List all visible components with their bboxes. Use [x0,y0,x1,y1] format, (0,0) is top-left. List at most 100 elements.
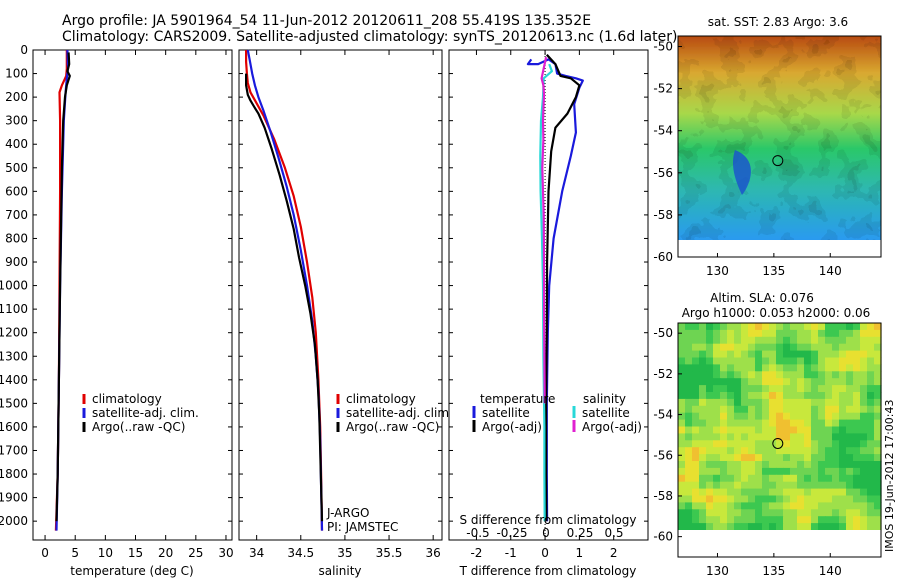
difference-top-tick-label: 0 [542,526,550,540]
sla-heat-cell [818,467,826,476]
sla-heat-cell [874,474,882,483]
salinity-xtick-label: 34.5 [287,546,314,560]
sla-heat-cell [804,516,812,524]
salinity-legend-sat: satellite-adj. clim. [346,406,453,420]
sla-heat-cell [797,385,805,393]
sla-heat-cell [741,336,749,345]
depth-tick-label: 1100 [0,302,28,316]
sla-heat-cell [867,323,875,331]
sla-heat-cell [832,467,840,476]
sla-heat-cell [699,419,707,428]
sla-heat-cell [678,447,686,455]
sla-heat-cell [706,398,714,407]
sla-heat-cell [699,488,707,497]
sla-heat-cell [692,488,700,497]
sla-heat-cell [853,516,861,524]
sla-heat-cell [692,447,700,455]
sla-heat-cell [783,412,791,421]
sla-map-xtick-label: 140 [819,564,842,578]
sla-heat-cell [860,364,868,372]
sla-heat-cell [811,481,819,490]
temperature-xtick-label: 30 [218,546,233,560]
sla-heat-cell [853,502,861,510]
sla-heat-cell [783,447,791,455]
sla-heat-cell [832,419,840,428]
depth-tick-label: 200 [5,90,28,104]
sla-heat-cell [755,433,763,441]
sla-heat-cell [692,440,700,448]
sla-heat-cell [755,426,763,434]
sla-heat-cell [685,474,693,483]
sla-heat-cell [846,467,854,476]
sla-heat-cell [748,378,756,386]
sla-heat-cell [706,516,714,524]
sla-heat-cell [853,392,861,400]
sla-heat-cell [790,426,798,434]
sla-heat-cell [874,323,882,331]
sla-heat-cell [846,392,854,400]
sla-heat-cell [741,378,749,386]
sla-heat-cell [727,364,735,372]
figure-title-line1: Argo profile: JA 5901964_54 11-Jun-2012 … [62,13,592,29]
sla-heat-cell [706,336,714,345]
sla-heat-cell [804,371,812,379]
sla-heat-cell [713,405,721,414]
sla-heat-cell [804,378,812,386]
sla-heat-cell [860,461,868,469]
sla-heat-cell [867,454,875,462]
sla-heat-cell [734,481,742,490]
sla-heat-cell [783,495,791,503]
depth-tick-label: 400 [5,137,28,151]
sla-heat-cell [762,454,770,462]
sla-heat-cell [818,398,826,407]
sla-heat-cell [825,385,833,393]
sla-heat-cell [748,447,756,455]
sla-heat-cell [748,364,756,372]
sla-heat-cell [874,426,882,434]
sla-heat-cell [769,323,777,331]
argo-position-marker-sla [772,437,784,449]
sla-heat-cell [692,461,700,469]
sla-heat-cell [685,412,693,421]
sla-heat-cell [706,523,714,531]
sst-map-ytick-label: -50 [653,40,673,54]
sla-heat-cell [832,523,840,531]
sla-heat-cell [713,467,721,476]
float-pi-label: PI: JAMSTEC [327,520,398,534]
sla-heat-cell [755,336,763,345]
sla-heat-cell [853,412,861,421]
sla-heat-cell [797,447,805,455]
sla-heat-cell [769,426,777,434]
sla-heat-cell [811,385,819,393]
sla-map-nodata-strip [678,530,881,557]
sla-heat-cell [748,502,756,510]
sla-heat-cell [699,495,707,503]
sla-heat-cell [867,419,875,428]
sla-heat-cell [790,405,798,414]
sla-heat-cell [783,454,791,462]
sla-heat-cell [811,398,819,407]
sla-heat-cell [769,502,777,510]
sla-heat-cell [762,523,770,531]
sla-heat-cell [678,461,686,469]
diff-legend-temp-sat: satellite [482,406,530,420]
sla-heat-cell [874,447,882,455]
sla-heat-cell [804,447,812,455]
sla-heat-cell [832,405,840,414]
sla-heat-cell [776,357,784,365]
temperature-xtick-label: 5 [71,546,79,560]
sla-heat-cell [685,433,693,441]
sla-heat-cell [769,343,777,352]
sla-heat-cell [699,412,707,421]
sla-heat-cell [706,502,714,510]
sla-heat-cell [818,523,826,531]
sla-heat-cell [741,440,749,448]
depth-tick-label: 1200 [0,326,28,340]
sla-heat-cell [867,502,875,510]
sla-heat-cell [685,516,693,524]
sla-heat-cell [783,433,791,441]
sla-heat-cell [790,488,798,497]
sla-heat-cell [790,350,798,359]
sla-heat-cell [853,364,861,372]
sla-heat-cell [734,523,742,531]
